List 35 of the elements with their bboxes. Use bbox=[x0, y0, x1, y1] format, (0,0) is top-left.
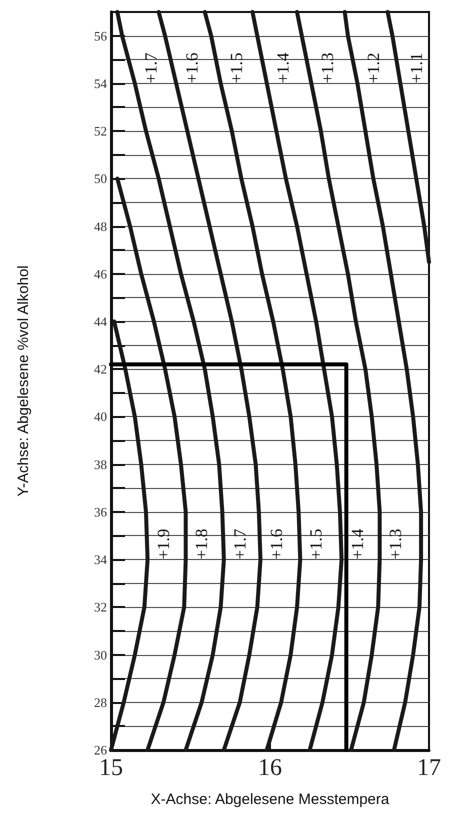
y-tick-label: 30 bbox=[94, 647, 107, 662]
y-tick-label: 50 bbox=[94, 171, 107, 186]
y-tick-label: 44 bbox=[94, 314, 108, 329]
x-axis-title: X-Achse: Abgelesene Messtempera bbox=[150, 791, 390, 808]
text: +1.3 bbox=[318, 52, 337, 84]
text: +1.5 bbox=[227, 52, 246, 84]
y-tick-label: 40 bbox=[94, 409, 107, 424]
y-axis-title: Y-Achse: Abgelesene %vol Alkohol bbox=[15, 265, 32, 497]
y-tick-label: 32 bbox=[94, 600, 107, 615]
text: +1.8 bbox=[192, 528, 212, 560]
text: +1.3 bbox=[386, 528, 406, 560]
x-tick-label: 15 bbox=[99, 755, 123, 781]
y-tick-label: 54 bbox=[94, 76, 108, 91]
y-tick-label: 28 bbox=[94, 694, 107, 710]
text: +1.6 bbox=[266, 528, 286, 560]
x-tick-label: 17 bbox=[417, 755, 441, 781]
y-tick-label: 46 bbox=[94, 266, 108, 282]
y-tick-label: 34 bbox=[94, 552, 108, 568]
text: +1.5 bbox=[306, 528, 326, 560]
y-tick-label: 52 bbox=[94, 124, 107, 139]
text: +1.9 bbox=[154, 528, 174, 560]
text: +1.4 bbox=[273, 52, 292, 84]
y-tick-label: 26 bbox=[94, 742, 108, 758]
text: +1.4 bbox=[348, 528, 368, 560]
y-tick-label: 36 bbox=[94, 504, 108, 520]
text: +1.6 bbox=[182, 52, 202, 84]
text: +1.7 bbox=[230, 528, 250, 560]
text: +1.2 bbox=[364, 52, 383, 84]
text: +1.7 bbox=[141, 52, 160, 84]
y-tick-label: 42 bbox=[94, 362, 107, 377]
y-tick-label: 48 bbox=[94, 218, 107, 234]
y-tick-label: 38 bbox=[94, 456, 107, 472]
y-tick-label: 56 bbox=[94, 28, 108, 44]
text: +1.1 bbox=[406, 52, 426, 84]
x-tick-label: 16 bbox=[258, 755, 282, 781]
